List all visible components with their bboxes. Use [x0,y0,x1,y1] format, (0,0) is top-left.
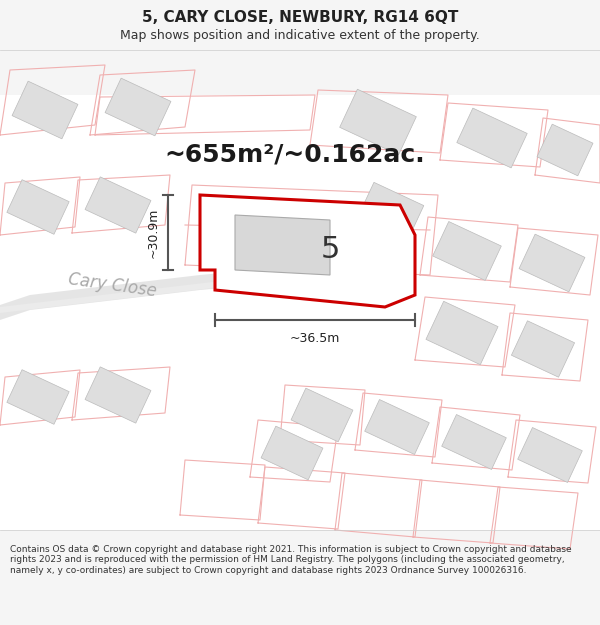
Polygon shape [7,370,69,424]
Circle shape [237,259,273,295]
Bar [0,95,600,530]
Polygon shape [511,321,575,378]
Polygon shape [291,388,353,442]
Polygon shape [105,78,171,136]
Text: ~36.5m: ~36.5m [290,331,340,344]
Text: ~30.9m: ~30.9m [147,208,160,258]
Polygon shape [85,367,151,423]
Polygon shape [457,108,527,168]
Polygon shape [537,124,593,176]
Polygon shape [519,234,585,292]
Polygon shape [426,301,498,365]
Text: ~655m²/~0.162ac.: ~655m²/~0.162ac. [164,143,425,167]
Polygon shape [442,414,506,469]
Circle shape [247,269,263,285]
Polygon shape [518,428,583,483]
Polygon shape [12,81,78,139]
Polygon shape [261,426,323,480]
Text: Contains OS data © Crown copyright and database right 2021. This information is : Contains OS data © Crown copyright and d… [10,545,572,575]
Polygon shape [200,195,415,307]
Polygon shape [356,182,424,244]
Text: 5: 5 [320,236,340,264]
Text: Map shows position and indicative extent of the property.: Map shows position and indicative extent… [120,29,480,41]
Text: Cary Close: Cary Close [67,270,157,300]
Polygon shape [340,89,416,155]
Polygon shape [433,221,502,281]
Polygon shape [0,277,255,313]
Text: 5, CARY CLOSE, NEWBURY, RG14 6QT: 5, CARY CLOSE, NEWBURY, RG14 6QT [142,9,458,24]
Polygon shape [85,177,151,233]
Polygon shape [7,180,69,234]
Polygon shape [0,270,255,320]
Polygon shape [365,399,430,454]
Polygon shape [235,215,330,275]
